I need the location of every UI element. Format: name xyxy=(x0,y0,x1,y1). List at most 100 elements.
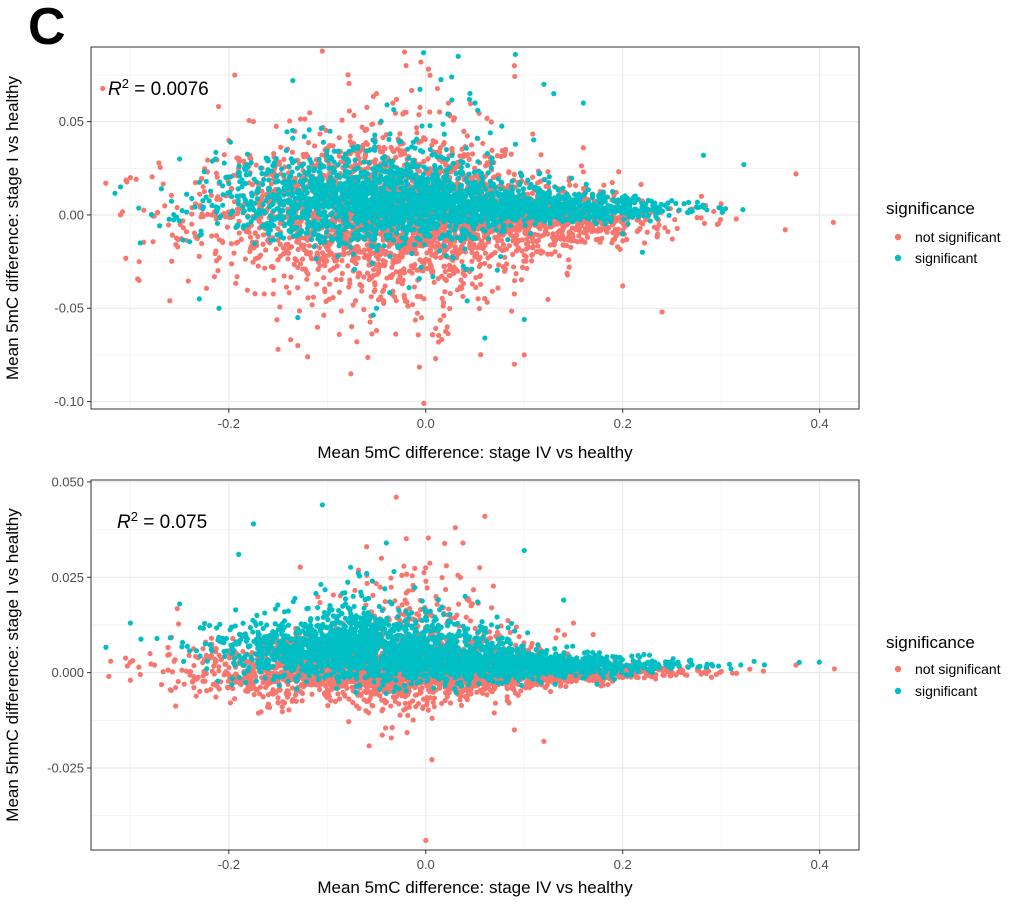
point-significant xyxy=(355,165,361,171)
point-not-significant xyxy=(136,259,142,265)
point-not-significant xyxy=(205,211,211,217)
point-not-significant xyxy=(213,170,220,176)
point-not-significant xyxy=(538,152,544,158)
point-not-significant xyxy=(489,288,495,294)
point-not-significant xyxy=(211,274,218,280)
point-not-significant xyxy=(565,234,571,240)
point-not-significant xyxy=(438,255,444,261)
point-significant xyxy=(568,175,575,181)
point-not-significant xyxy=(380,248,386,254)
point-not-significant xyxy=(351,112,357,118)
point-significant xyxy=(390,176,396,183)
point-not-significant xyxy=(733,216,739,222)
point-not-significant xyxy=(447,306,453,312)
point-significant xyxy=(265,230,271,236)
point-not-significant xyxy=(361,306,367,313)
point-not-significant xyxy=(501,247,507,253)
point-not-significant xyxy=(259,188,265,194)
point-not-significant xyxy=(482,260,488,267)
point-significant xyxy=(527,231,534,237)
point-significant xyxy=(275,178,281,184)
point-significant xyxy=(381,225,387,231)
point-significant xyxy=(327,178,333,184)
point-not-significant xyxy=(411,265,417,271)
point-significant xyxy=(399,180,405,186)
point-significant xyxy=(476,168,482,174)
point-not-significant xyxy=(548,251,554,257)
point-not-significant xyxy=(605,225,612,231)
point-significant xyxy=(429,152,435,158)
point-not-significant xyxy=(578,163,585,169)
point-significant xyxy=(281,186,287,192)
point-not-significant xyxy=(672,217,678,223)
point-significant xyxy=(283,147,289,153)
point-not-significant xyxy=(513,271,519,277)
point-not-significant xyxy=(346,284,352,290)
point-not-significant xyxy=(260,232,267,238)
point-not-significant xyxy=(635,227,641,233)
point-significant xyxy=(270,200,276,207)
point-not-significant xyxy=(232,72,238,78)
point-significant xyxy=(329,237,335,243)
point-significant xyxy=(287,173,293,180)
point-not-significant xyxy=(359,288,365,294)
point-not-significant xyxy=(435,339,442,345)
point-not-significant xyxy=(361,254,368,260)
point-not-significant xyxy=(564,270,570,276)
point-not-significant xyxy=(609,240,615,246)
point-not-significant xyxy=(312,143,318,149)
point-not-significant xyxy=(711,208,717,215)
point-not-significant xyxy=(377,148,383,154)
point-not-significant xyxy=(255,263,261,269)
point-not-significant xyxy=(442,263,448,269)
point-not-significant xyxy=(242,256,249,262)
point-not-significant xyxy=(521,352,527,358)
point-not-significant xyxy=(519,264,526,270)
point-significant xyxy=(286,163,292,170)
point-not-significant xyxy=(373,91,380,97)
point-significant xyxy=(372,186,379,193)
point-not-significant xyxy=(471,241,477,247)
point-not-significant xyxy=(578,238,584,244)
point-significant xyxy=(275,205,281,212)
point-not-significant xyxy=(478,281,484,287)
point-significant xyxy=(336,238,342,244)
point-significant xyxy=(171,217,177,223)
point-not-significant xyxy=(573,182,579,189)
point-not-significant xyxy=(275,346,281,352)
point-significant xyxy=(324,187,330,194)
point-not-significant xyxy=(295,246,301,253)
point-not-significant xyxy=(674,225,680,232)
point-significant xyxy=(272,216,278,222)
point-not-significant xyxy=(295,285,301,291)
point-not-significant xyxy=(659,309,665,315)
point-not-significant xyxy=(238,236,244,242)
point-not-significant xyxy=(361,274,367,280)
point-not-significant xyxy=(296,308,303,314)
point-not-significant xyxy=(304,276,310,282)
point-significant xyxy=(317,177,323,183)
point-not-significant xyxy=(224,224,231,230)
point-not-significant xyxy=(256,254,263,260)
point-significant xyxy=(485,170,491,176)
point-significant xyxy=(342,172,348,179)
point-not-significant xyxy=(793,171,799,177)
point-not-significant xyxy=(375,256,381,262)
point-not-significant xyxy=(250,118,256,125)
point-significant xyxy=(189,195,195,202)
point-significant xyxy=(311,168,317,174)
point-significant xyxy=(361,159,367,165)
point-significant xyxy=(290,127,296,134)
point-not-significant xyxy=(509,308,515,314)
point-not-significant xyxy=(364,126,370,132)
point-significant xyxy=(347,169,353,176)
point-not-significant xyxy=(336,289,343,295)
point-not-significant xyxy=(576,223,582,229)
point-significant xyxy=(311,243,317,250)
point-significant xyxy=(361,236,367,242)
point-not-significant xyxy=(307,110,313,116)
point-not-significant xyxy=(180,225,186,231)
point-not-significant xyxy=(391,294,398,300)
point-not-significant xyxy=(270,291,276,297)
point-not-significant xyxy=(241,158,247,164)
